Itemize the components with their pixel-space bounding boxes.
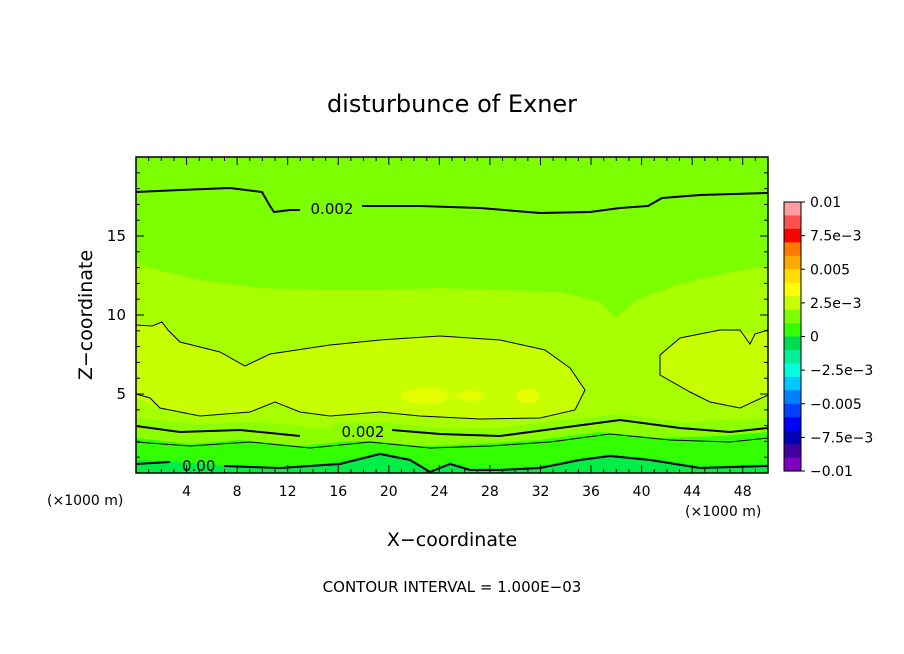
contour-upper [136, 186, 768, 215]
colorbar-label-2: 0.005 [810, 262, 850, 278]
contour-label-bg-1 [302, 199, 362, 217]
region-highest-core-2 [456, 391, 484, 401]
x-tick-label-40: 40 [633, 484, 651, 500]
colorbar-swatch-15 [784, 403, 801, 418]
x-unit-left: (×1000 m) [47, 493, 123, 509]
colorbar-swatch-5 [784, 269, 801, 284]
x-tick-label-24: 24 [430, 484, 448, 500]
x-tick-label-8: 8 [233, 484, 242, 500]
contour-interval-footer: CONTOUR INTERVAL = 1.000E−03 [323, 578, 582, 596]
colorbar-swatch-7 [784, 296, 801, 311]
colorbar-swatch-16 [784, 417, 801, 432]
colorbar-label-5: −2.5e−3 [810, 363, 873, 379]
colorbar-swatch-9 [784, 323, 801, 338]
y-axis-label: Z−coordinate [75, 250, 97, 380]
colorbar-swatch-2 [784, 228, 801, 243]
x-tick-labels: 4 8 12 16 20 24 28 32 36 40 44 48 [182, 484, 752, 500]
colorbar-swatch-1 [784, 215, 801, 230]
contour-label-1: 0.002 [311, 200, 354, 218]
colorbar-swatch-12 [784, 363, 801, 378]
contour-fill [136, 157, 768, 473]
colorbar-label-3: 2.5e−3 [810, 296, 862, 312]
contour-lower-thin [136, 433, 768, 449]
colorbar [783, 201, 805, 472]
colorbar-swatch-17 [784, 430, 801, 445]
colorbar-swatch-19 [784, 457, 801, 472]
x-unit-right: (×1000 m) [685, 504, 761, 520]
x-tick-label-12: 12 [279, 484, 297, 500]
x-tick-label-20: 20 [380, 484, 398, 500]
region-highest-core-1 [401, 388, 449, 404]
contour-mid [136, 321, 586, 420]
colorbar-labels: 0.01 7.5e−3 0.005 2.5e−3 0 −2.5e−3 −0.005 −7.5e… [810, 195, 873, 480]
x-tick-label-48: 48 [734, 484, 752, 500]
colorbar-swatch-10 [784, 336, 801, 351]
colorbar-swatch-8 [784, 309, 801, 324]
x-tick-label-32: 32 [532, 484, 550, 500]
colorbar-swatch-13 [784, 376, 801, 391]
x-tick-label-44: 44 [683, 484, 701, 500]
colorbar-label-1: 7.5e−3 [810, 229, 862, 245]
colorbar-label-6: −0.005 [810, 397, 862, 413]
colorbar-swatch-3 [784, 242, 801, 257]
x-axis-label: X−coordinate [387, 529, 517, 551]
contour-mid-right [659, 329, 768, 409]
colorbar-swatch-11 [784, 349, 801, 364]
contour-lower-thick [136, 418, 768, 438]
y-tick-label-10: 10 [107, 306, 126, 324]
contour-label-3: 0.00 [182, 457, 215, 475]
colorbar-label-4: 0 [810, 330, 819, 346]
region-core-right [660, 330, 768, 408]
y-tick-label-5: 5 [116, 385, 126, 403]
x-tick-label-36: 36 [582, 484, 600, 500]
contour-label-bg-2 [334, 423, 392, 441]
colorbar-label-8: −0.01 [810, 464, 853, 480]
colorbar-label-7: −7.5e−3 [810, 430, 873, 446]
y-tick-labels: 5 10 15 [107, 227, 126, 403]
chart-title: disturbunce of Exner [327, 90, 577, 118]
colorbar-swatch-18 [784, 444, 801, 459]
colorbar-swatch-0 [784, 202, 801, 217]
colorbar-swatch-14 [784, 390, 801, 405]
y-tick-label-15: 15 [107, 227, 126, 245]
x-tick-label-16: 16 [329, 484, 347, 500]
x-tick-label-28: 28 [481, 484, 499, 500]
x-tick-label-4: 4 [182, 484, 191, 500]
contour-lines [136, 186, 768, 473]
y-tick-marks [136, 172, 768, 458]
colorbar-label-0: 0.01 [810, 195, 841, 211]
region-highest-core-3 [516, 389, 540, 403]
x-tick-marks [148, 157, 756, 473]
colorbar-swatch-6 [784, 282, 801, 297]
contour-label-2: 0.002 [342, 423, 385, 441]
contour-surface-thick [136, 452, 768, 473]
colorbar-swatch-4 [784, 255, 801, 270]
